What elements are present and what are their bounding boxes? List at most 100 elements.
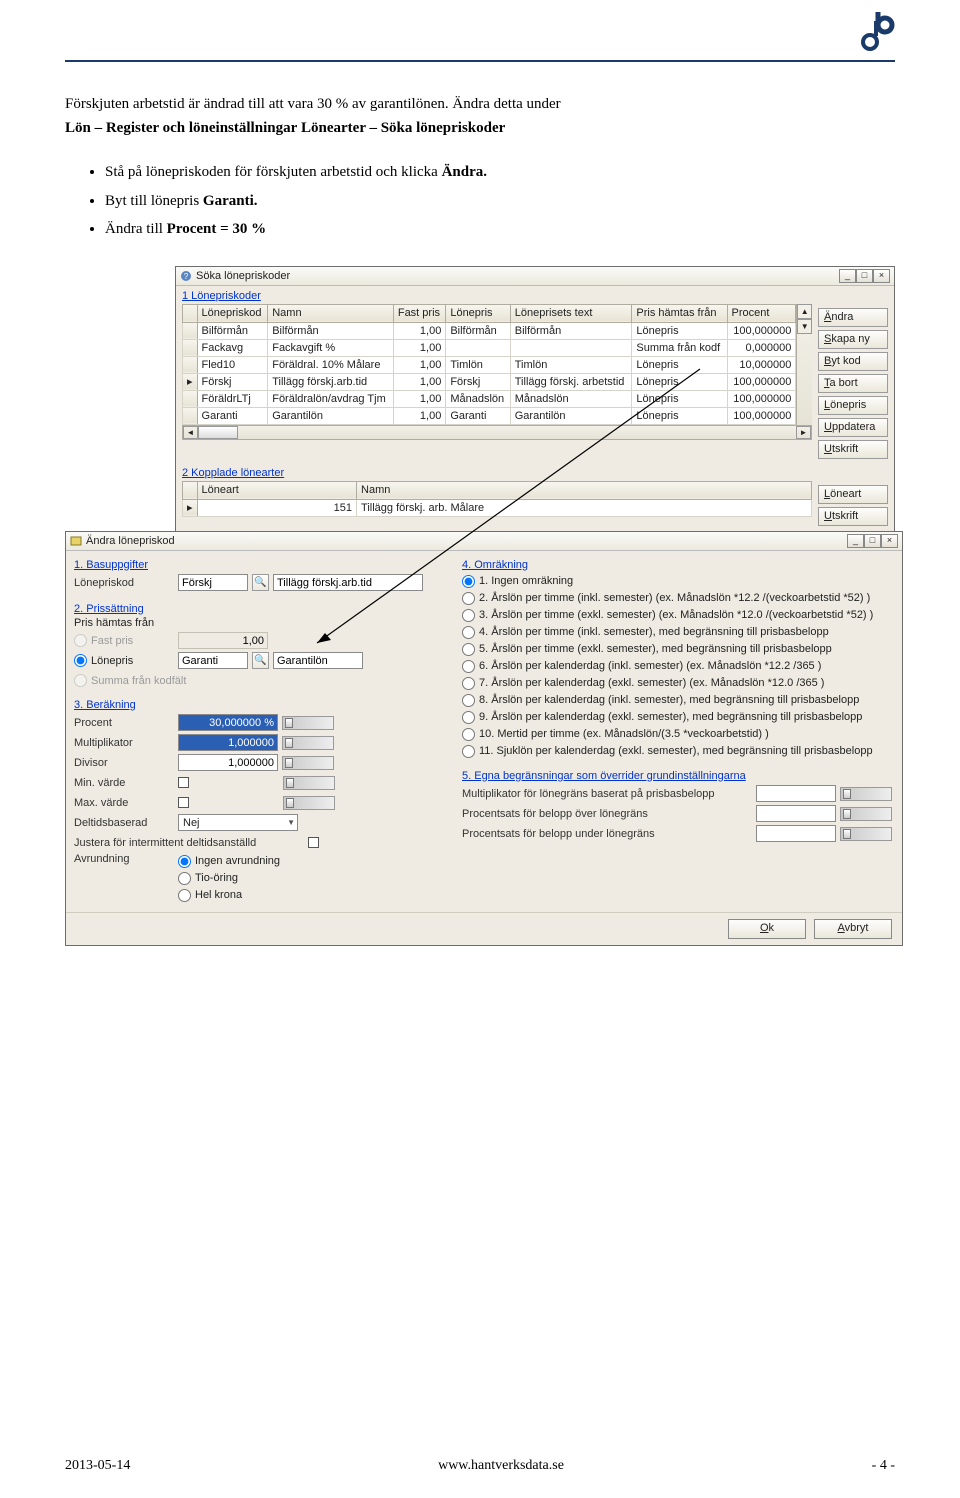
table-row[interactable]: ▸FörskjTillägg förskj.arb.tid1,00FörskjT… [183,373,796,390]
label-deltid: Deltidsbaserad [74,817,174,829]
side-button[interactable]: Byt kod [818,352,888,371]
label-min: Min. värde [74,777,174,789]
table-row[interactable]: BilförmånBilförmån1,00BilförmånBilförmån… [183,322,796,339]
proc-under-slider[interactable] [840,827,892,841]
lookup-icon[interactable]: 🔍 [252,652,269,669]
kopplade-table[interactable]: LöneartNamn ▸151Tillägg förskj. arb. Mål… [182,481,812,517]
radio-omrakning[interactable]: 1. Ingen omräkning [462,573,894,590]
col-header[interactable]: Namn [357,481,812,499]
radio-lonepris[interactable] [74,654,87,667]
section-egna[interactable]: 5. Egna begränsningar som överrider grun… [462,766,894,784]
radio-omrakning[interactable]: 8. Årslön per kalenderdag (inkl. semeste… [462,692,894,709]
radio-ingen-avrundning[interactable] [178,855,191,868]
mult2-input[interactable] [756,785,836,802]
side-button[interactable]: Utskrift [818,440,888,459]
col-header[interactable]: Pris hämtas från [632,304,727,322]
deltid-dropdown[interactable]: Nej▼ [178,814,298,831]
label-proc-over: Procentsats för belopp över lönegräns [462,808,752,820]
table-row[interactable]: FackavgFackavgift %1,00Summa från kodf0,… [183,339,796,356]
min-slider[interactable] [283,776,335,790]
col-header[interactable]: Löneart [197,481,357,499]
proc-over-input[interactable] [756,805,836,822]
section-omrakning[interactable]: 4. Omräkning [462,555,894,573]
col-header[interactable]: Löneprisets text [510,304,632,322]
mult2-slider[interactable] [840,787,892,801]
label-pris-hamtas: Pris hämtas från [74,617,444,629]
max-slider[interactable] [283,796,335,810]
fastpris-input [178,632,268,649]
section-berakning[interactable]: 3. Beräkning [74,695,444,713]
table-row[interactable]: FöräldrLTjFöräldralön/avdrag Tjm1,00Måna… [183,390,796,407]
side-button[interactable]: Utskrift [818,507,888,526]
radio-omrakning[interactable]: 11. Sjuklön per kalenderdag (exkl. semes… [462,743,894,760]
maximize-button[interactable]: □ [856,269,873,283]
procent-slider[interactable] [282,716,334,730]
col-header[interactable]: Fast pris [393,304,445,322]
lonepris-desc-input[interactable] [273,652,363,669]
mult-input[interactable] [178,734,278,751]
radio-omrakning[interactable]: 9. Årslön per kalenderdag (exkl. semeste… [462,709,894,726]
minimize-button[interactable]: _ [847,534,864,548]
avbryt-button[interactable]: Avbryt [814,919,892,939]
minimize-button[interactable]: _ [839,269,856,283]
table-row[interactable]: ▸151Tillägg förskj. arb. Målare [183,499,812,516]
radio-omrakning[interactable]: 3. Årslön per timme (exkl. semester) (ex… [462,607,894,624]
side-button[interactable]: Löneart [818,485,888,504]
lookup-icon[interactable]: 🔍 [252,574,269,591]
max-checkbox[interactable] [178,797,189,808]
side-button[interactable]: Uppdatera [818,418,888,437]
lonepriskod-desc-input[interactable] [273,574,423,591]
window-title: Söka lönepriskoder [196,270,290,282]
radio-omrakning[interactable]: 2. Årslön per timme (inkl. semester) (ex… [462,590,894,607]
div-slider[interactable] [282,756,334,770]
proc-under-input[interactable] [756,825,836,842]
radio-omrakning[interactable]: 5. Årslön per timme (exkl. semester), me… [462,641,894,658]
titlebar-2: Ändra lönepriskod _ □ × [66,532,902,551]
col-header[interactable]: Lönepriskod [197,304,268,322]
radio-omrakning[interactable]: 7. Årslön per kalenderdag (exkl. semeste… [462,675,894,692]
section-prissattning[interactable]: 2. Prissättning [74,599,444,617]
vertical-scrollbar[interactable]: ▲ ▼ [796,304,812,425]
horizontal-scrollbar[interactable]: ◄ ► [182,425,812,440]
close-button[interactable]: × [881,534,898,548]
section-basuppgifter[interactable]: 1. Basuppgifter [74,555,444,573]
window-andra-lonepriskod: Ändra lönepriskod _ □ × 1. Basuppgifter … [65,531,903,946]
chevron-down-icon: ▼ [287,818,295,827]
proc-over-slider[interactable] [840,807,892,821]
lonepriskoder-table[interactable]: LönepriskodNamnFast prisLöneprisLönepris… [182,304,796,425]
col-header[interactable]: Namn [268,304,394,322]
label-mult2: Multiplikator för lönegräns baserat på p… [462,788,752,800]
radio-summa [74,674,87,687]
min-checkbox[interactable] [178,777,189,788]
radio-tio-oring[interactable] [178,872,191,885]
col-header[interactable]: Procent [727,304,796,322]
radio-omrakning[interactable]: 6. Årslön per kalenderdag (inkl. semeste… [462,658,894,675]
side-button[interactable]: Ändra [818,308,888,327]
label-mult: Multiplikator [74,737,174,749]
side-button[interactable]: Lönepris [818,396,888,415]
mult-slider[interactable] [282,736,334,750]
window-lonepriskoder: ? Söka lönepriskoder _ □ × 1 Lönepriskod… [175,266,895,537]
radio-omrakning[interactable]: 10. Mertid per timme (ex. Månadslön/(3.5… [462,726,894,743]
lonepriskod-input[interactable] [178,574,248,591]
side-button[interactable]: Skapa ny [818,330,888,349]
procent-input[interactable] [178,714,278,731]
side-button[interactable]: Ta bort [818,374,888,393]
section-lonepriskoder[interactable]: 1 Lönepriskoder [176,286,894,304]
radio-hel-krona[interactable] [178,889,191,902]
radio-omrakning[interactable]: 4. Årslön per timme (inkl. semester), me… [462,624,894,641]
table-row[interactable]: GarantiGarantilön1,00GarantiGarantilönLö… [183,407,796,424]
ok-button[interactable]: OOkk [728,919,806,939]
instruction-list: Stå på lönepriskoden för förskjuten arbe… [105,158,895,244]
justera-checkbox[interactable] [308,837,319,848]
col-header[interactable]: Lönepris [446,304,510,322]
svg-text:?: ? [184,272,189,281]
maximize-button[interactable]: □ [864,534,881,548]
section-kopplade[interactable]: 2 Kopplade lönearter [176,463,894,481]
logo [855,12,895,54]
label-avrundning: Avrundning [74,853,174,865]
lonepris-input[interactable] [178,652,248,669]
div-input[interactable] [178,754,278,771]
table-row[interactable]: Fled10Föräldral. 10% Målare1,00TimlönTim… [183,356,796,373]
close-button[interactable]: × [873,269,890,283]
